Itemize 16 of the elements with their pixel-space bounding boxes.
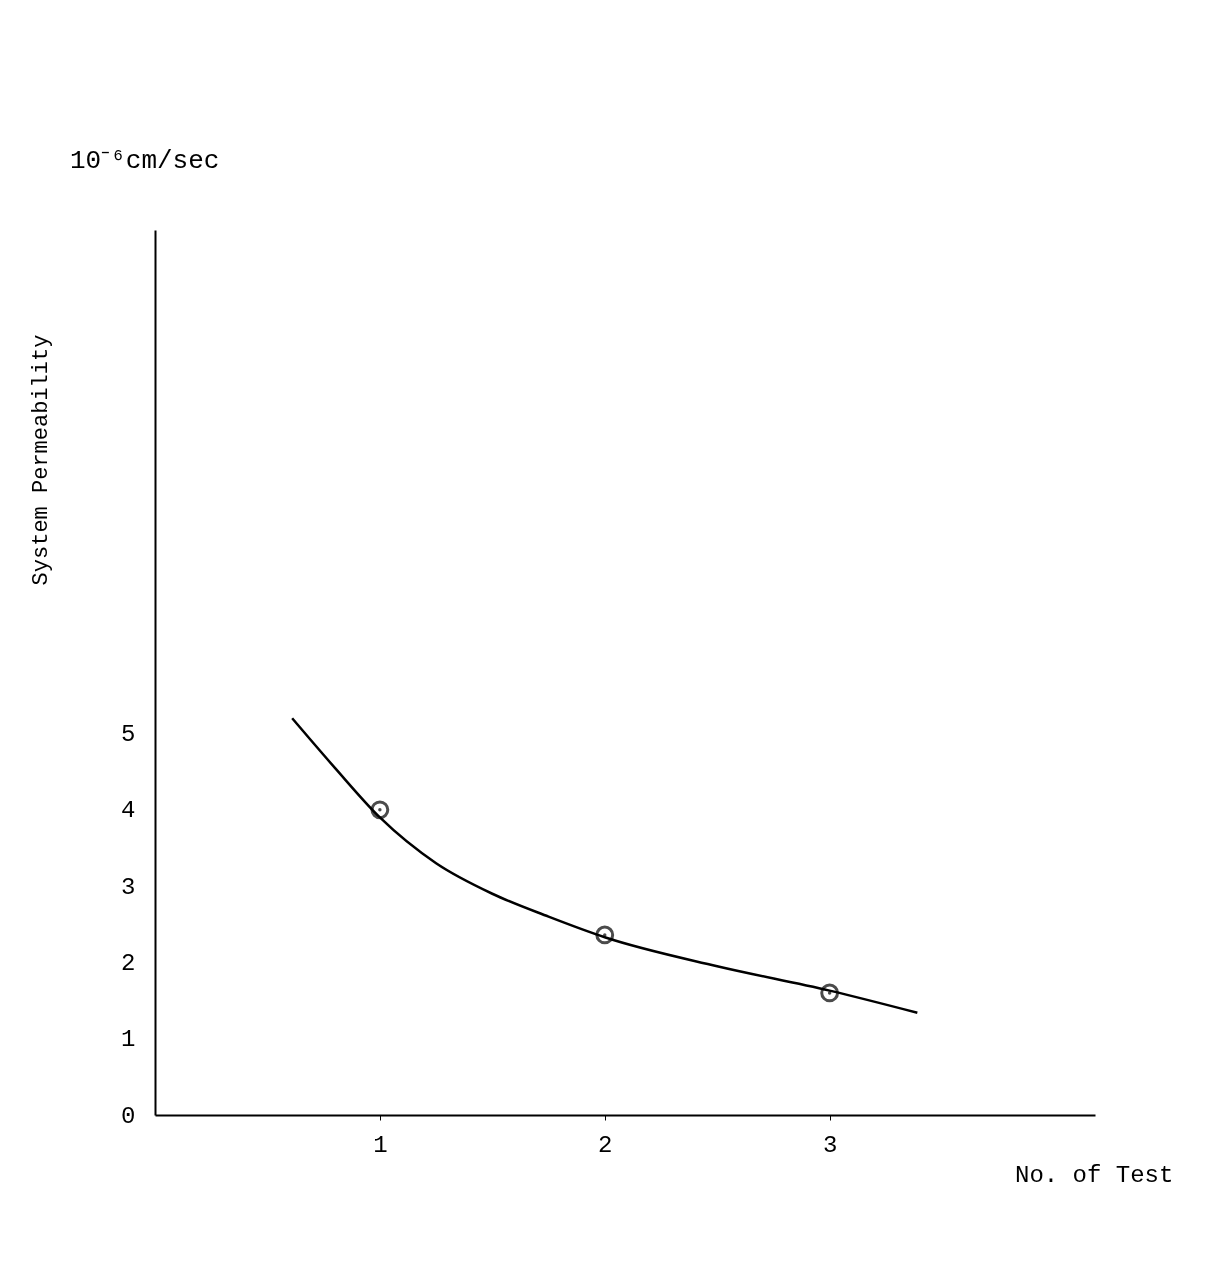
y-tick-label: 2 — [121, 949, 136, 977]
x-tick-label: 1 — [373, 1131, 388, 1159]
x-axis-title: No. of Test — [1015, 1162, 1174, 1189]
point — [820, 983, 840, 1003]
y-tick-label: 5 — [121, 721, 136, 749]
y-tick-label: 0 — [121, 1102, 136, 1130]
point — [595, 925, 615, 945]
y-tick-label: 3 — [121, 873, 136, 901]
x-tick-label: 2 — [598, 1131, 613, 1159]
text: 10⁻⁶cm/sec — [70, 146, 220, 176]
y-tick-label: 4 — [121, 797, 136, 825]
y-axis-title: System Permeability — [29, 334, 54, 586]
x-tick-label: 3 — [822, 1131, 838, 1159]
y-tick-label: 1 — [121, 1026, 136, 1054]
point — [370, 800, 390, 820]
line-series — [290, 717, 919, 1015]
